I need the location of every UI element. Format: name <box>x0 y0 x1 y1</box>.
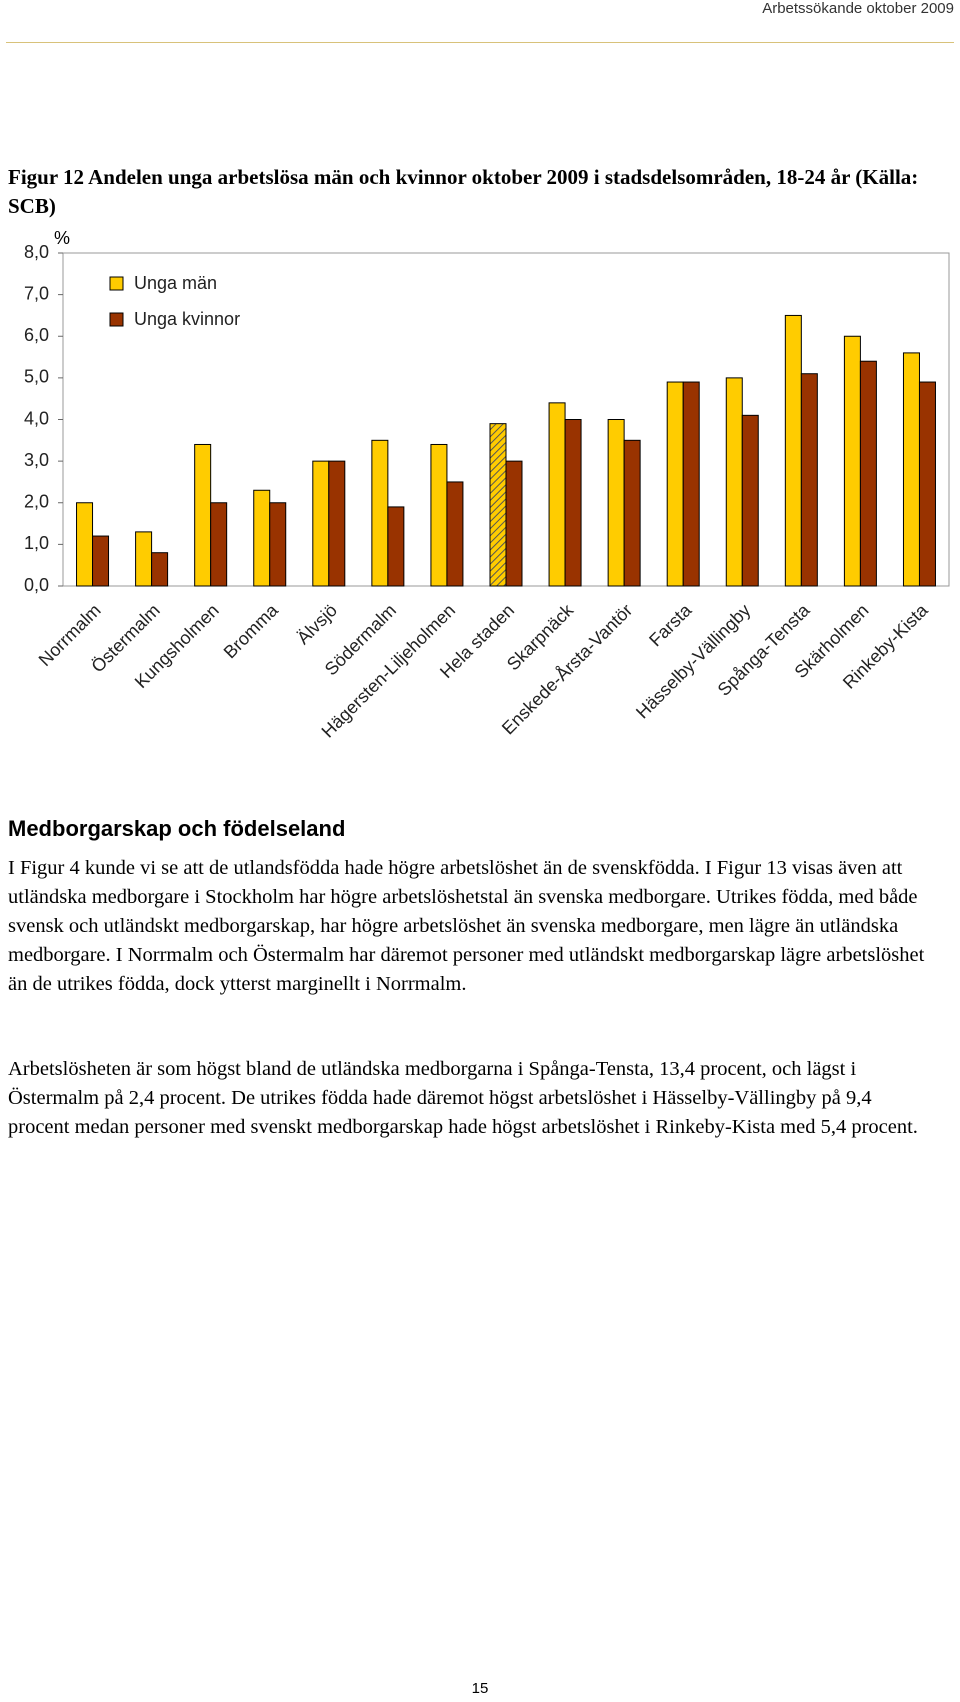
legend-swatch <box>109 276 124 291</box>
bar <box>607 419 625 587</box>
bar <box>269 502 287 587</box>
bar <box>548 402 566 587</box>
figure-caption: Figur 12 Andelen unga arbetslösa män och… <box>8 165 919 218</box>
legend-label: Unga män <box>134 273 217 293</box>
paragraph: Arbetslösheten är som högst bland de utl… <box>8 1058 918 1138</box>
x-tick-label: Bromma <box>220 599 283 662</box>
bar <box>784 314 802 587</box>
bar <box>505 460 523 587</box>
bar <box>253 489 271 587</box>
y-tick-label: 6,0 <box>24 325 49 345</box>
y-tick-label: 2,0 <box>24 492 49 512</box>
running-header: Arbetssökande oktober 2009 <box>762 0 954 17</box>
bar <box>194 443 212 587</box>
chart: % 0,01,02,03,04,05,06,07,08,0NorrmalmÖst… <box>24 228 950 742</box>
x-tick-label: Farsta <box>645 599 696 650</box>
y-tick-label: 3,0 <box>24 450 49 470</box>
bar <box>741 414 759 587</box>
header-rule <box>6 42 954 43</box>
bar <box>328 460 346 587</box>
bar <box>387 506 405 587</box>
bar <box>489 423 507 587</box>
y-tick-label: 7,0 <box>24 283 49 303</box>
bar <box>859 360 877 587</box>
y-tick-label: 0,0 <box>24 575 49 595</box>
y-tick-label: 5,0 <box>24 367 49 387</box>
x-tick-label: Älvsjö <box>293 600 341 648</box>
bar <box>918 381 936 587</box>
bar <box>92 535 110 587</box>
x-tick-label: Hässelby-Vällingby <box>632 600 754 722</box>
bar <box>623 439 641 587</box>
bar <box>800 373 818 587</box>
y-unit: % <box>54 228 70 248</box>
y-tick-label: 1,0 <box>24 533 49 553</box>
paragraph: I Figur 4 kunde vi se att de utlandsfödd… <box>8 857 925 995</box>
legend-swatch <box>109 312 124 327</box>
bar <box>371 439 389 587</box>
bar <box>151 552 169 587</box>
bar <box>666 381 684 587</box>
page-number: 15 <box>471 1680 489 1697</box>
bar <box>446 481 464 587</box>
y-tick-label: 8,0 <box>24 242 49 262</box>
bar <box>76 502 94 587</box>
bar <box>430 443 448 587</box>
bar <box>682 381 700 587</box>
legend-label: Unga kvinnor <box>134 309 240 329</box>
section-title: Medborgarskap och födelseland <box>8 816 346 841</box>
y-tick-label: 4,0 <box>24 408 49 428</box>
bar <box>564 419 582 587</box>
bar <box>312 460 330 587</box>
bar <box>135 531 153 587</box>
bar <box>843 335 861 587</box>
bar <box>210 502 228 587</box>
bar <box>725 377 743 587</box>
bar <box>902 352 920 587</box>
